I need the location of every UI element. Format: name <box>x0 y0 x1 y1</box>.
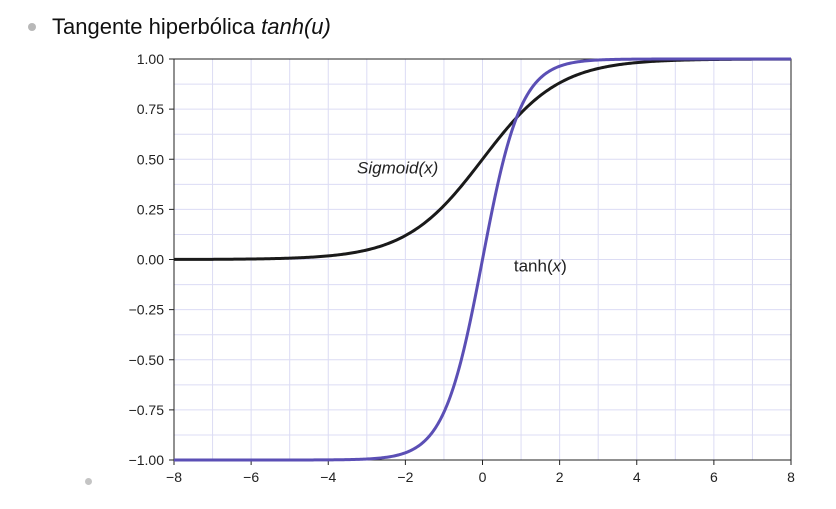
series-lines <box>174 57 791 462</box>
y-tick-label: −0.75 <box>129 402 165 418</box>
x-tick-label: −2 <box>397 469 413 485</box>
tanh-label: tanh(x) <box>514 257 567 276</box>
y-tick-label: −0.25 <box>129 302 165 318</box>
y-axis: −1.00 −0.75 −0.50 −0.25 0.00 0.25 0.50 0.75 1.00 <box>129 51 174 468</box>
series-line-tanh <box>174 57 791 462</box>
y-tick-label: −1.00 <box>129 452 165 468</box>
x-tick-label: 2 <box>556 469 564 485</box>
annotations: Sigmoid(x) tanh(x) <box>357 158 567 275</box>
x-tick-label: −8 <box>166 469 182 485</box>
y-tick-label: 0.50 <box>137 151 164 167</box>
bullet-title-italic: tanh(u) <box>261 14 331 39</box>
empty-bullet-dot-icon <box>85 478 92 485</box>
bullet-dot-icon <box>28 23 36 31</box>
bullet-item: Tangente hiperbólica tanh(u) <box>28 14 331 40</box>
x-tick-label: −4 <box>320 469 336 485</box>
y-tick-label: 1.00 <box>137 51 164 67</box>
x-axis: −8 −6 −4 −2 0 2 4 6 8 <box>166 460 795 485</box>
sigmoid-label: Sigmoid(x) <box>357 158 438 177</box>
y-tick-label: −0.50 <box>129 352 165 368</box>
x-tick-label: 6 <box>710 469 718 485</box>
y-tick-label: 0.25 <box>137 201 164 217</box>
x-tick-label: 4 <box>633 469 641 485</box>
y-tick-label: 0.00 <box>137 252 164 268</box>
bullet-title: Tangente hiperbólica tanh(u) <box>52 14 331 39</box>
x-tick-label: −6 <box>243 469 259 485</box>
x-tick-label: 8 <box>787 469 795 485</box>
y-tick-label: 0.75 <box>137 101 164 117</box>
x-tick-label: 0 <box>479 469 487 485</box>
